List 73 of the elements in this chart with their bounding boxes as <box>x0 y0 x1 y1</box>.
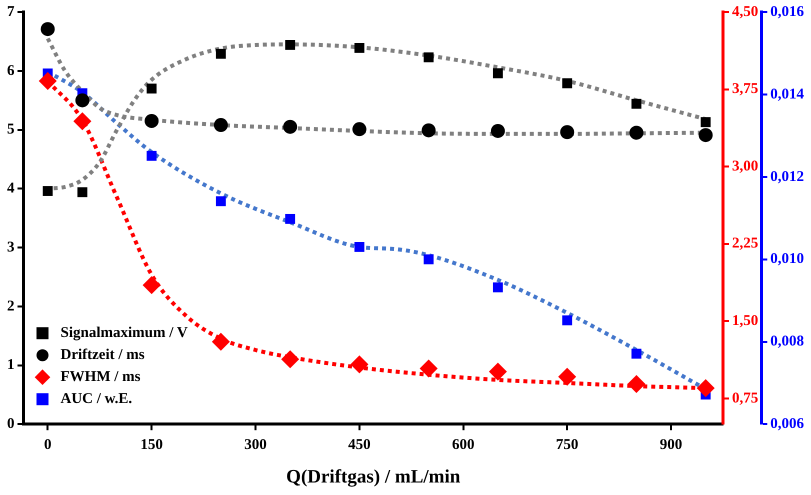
point <box>560 125 574 140</box>
point <box>631 348 642 359</box>
y-tick-label: 5 <box>7 122 14 138</box>
point <box>146 150 157 161</box>
point <box>285 214 296 224</box>
point <box>212 332 230 351</box>
y2-tick-label: 3,75 <box>732 81 758 98</box>
x-tick-label: 0 <box>44 437 52 454</box>
point <box>424 52 434 62</box>
point <box>77 187 88 198</box>
point <box>424 254 434 264</box>
y3-tick-label: 0,014 <box>770 86 804 102</box>
point <box>420 360 438 378</box>
point <box>40 22 55 36</box>
point <box>144 114 159 128</box>
point <box>698 128 713 142</box>
y-tick-label: 1 <box>7 357 14 374</box>
point <box>492 68 503 78</box>
y-tick-label: 0 <box>7 416 14 432</box>
point <box>354 42 364 53</box>
y3-tick-label: 0,012 <box>770 168 804 185</box>
y2-tick-label: 4,50 <box>732 4 758 20</box>
point <box>562 78 572 88</box>
point <box>216 48 226 59</box>
legend-label: Signalmaximum / V <box>60 325 188 342</box>
point <box>558 368 576 386</box>
y-tick-label: 7 <box>7 4 15 20</box>
point <box>73 112 92 130</box>
legend-label: Driftzeit / ms <box>60 347 145 364</box>
y2-tick-label: 2,25 <box>732 236 758 252</box>
point <box>142 276 161 294</box>
x-axis-title: Q(Driftgas) / mL/min <box>286 466 461 488</box>
point <box>214 118 228 132</box>
point <box>281 350 300 368</box>
x-tick-label: 150 <box>140 437 163 454</box>
y-tick-label: 3 <box>7 239 14 256</box>
y-tick-label: 6 <box>7 62 15 79</box>
point <box>492 282 503 292</box>
x-tick-label: 300 <box>244 437 267 454</box>
y3-tick-label: 0,010 <box>770 251 804 268</box>
y-tick-label: 4 <box>7 180 15 197</box>
point <box>490 124 505 138</box>
point <box>627 375 646 394</box>
point <box>488 362 507 381</box>
point <box>696 379 715 398</box>
point <box>42 186 53 196</box>
y-tick-label: 2 <box>7 298 14 314</box>
point <box>75 93 90 108</box>
point <box>422 123 436 138</box>
point <box>283 120 298 134</box>
legend-label: FWHM / ms <box>60 369 141 386</box>
y2-tick-label: 0,75 <box>732 390 758 406</box>
x-tick-label: 600 <box>452 437 475 454</box>
point <box>700 117 711 128</box>
point <box>216 196 226 206</box>
point <box>350 355 368 374</box>
point <box>146 84 157 94</box>
y3-tick-label: 0,008 <box>770 334 804 350</box>
y2-tick-label: 1,50 <box>732 313 758 330</box>
point <box>285 40 296 50</box>
point <box>352 122 366 136</box>
point <box>562 315 572 326</box>
legend-label: AUC / w.E. <box>60 391 132 408</box>
y3-tick-label: 0,006 <box>770 416 804 432</box>
point <box>629 126 644 140</box>
y3-tick-label: 0,016 <box>770 4 804 20</box>
point <box>38 72 57 90</box>
x-tick-label: 900 <box>660 437 682 454</box>
y2-tick-label: 3,00 <box>732 158 758 174</box>
point <box>631 98 642 109</box>
point <box>354 242 364 252</box>
x-tick-label: 750 <box>556 437 578 454</box>
x-tick-label: 450 <box>348 437 371 454</box>
